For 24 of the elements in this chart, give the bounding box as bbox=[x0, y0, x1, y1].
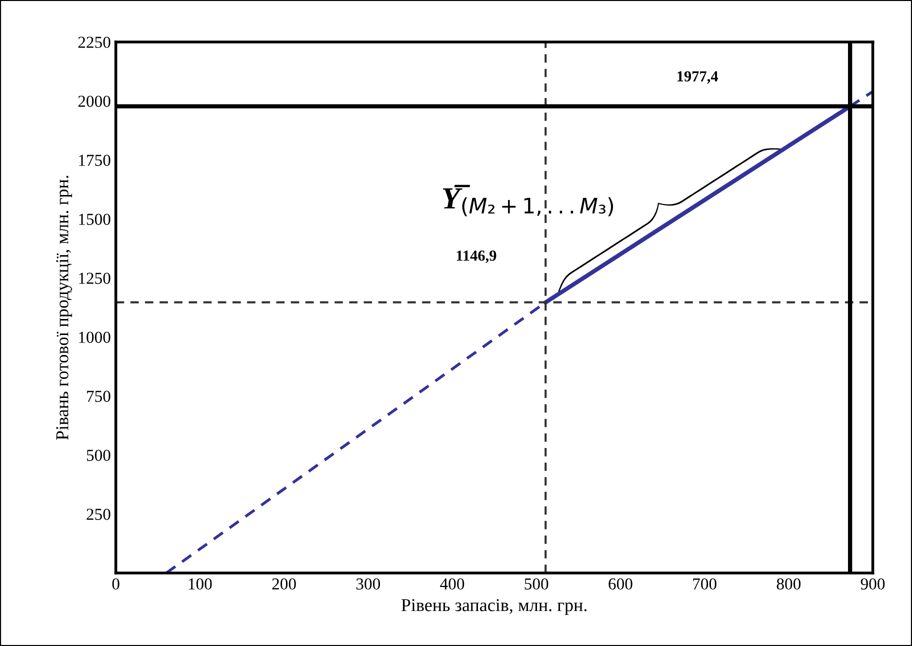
y-tick-label: 1750 bbox=[79, 154, 110, 166]
y-tick-label: 2000 bbox=[78, 96, 110, 107]
x-tick-label: 0 bbox=[112, 578, 120, 590]
y-tick-label: 500 bbox=[86, 450, 110, 461]
x-tick-label: 500 bbox=[524, 578, 548, 590]
y-tick-label: 1000 bbox=[79, 332, 110, 343]
annotation: Y̅$_{(M₂+1,...M₃)}$ bbox=[443, 184, 614, 216]
x-tick-label: 900 bbox=[860, 578, 885, 590]
x-tick-label: 400 bbox=[440, 578, 464, 590]
x-tick-label: 200 bbox=[272, 578, 296, 590]
y-tick-label: 750 bbox=[87, 390, 110, 402]
x-tick-label: 300 bbox=[356, 578, 380, 590]
x-tick-label: 800 bbox=[776, 578, 801, 590]
ref-line-label: 1146,9 bbox=[456, 250, 496, 264]
x-tick-label: 600 bbox=[608, 578, 632, 590]
x-tick-label: 100 bbox=[188, 578, 212, 590]
x-axis-title: Рівень запасів, млн. грн. bbox=[401, 599, 587, 615]
y-axis-title: Рівань готової продукції, млн. грн. bbox=[56, 176, 72, 440]
y-tick-label: 2250 bbox=[78, 36, 110, 48]
ref-line-label: 1977,4 bbox=[678, 71, 718, 84]
y-tick-label: 1500 bbox=[79, 214, 110, 225]
x-tick-label: 700 bbox=[693, 578, 716, 590]
y-tick-label: 250 bbox=[86, 508, 110, 520]
y-tick-label: 1250 bbox=[79, 272, 110, 284]
